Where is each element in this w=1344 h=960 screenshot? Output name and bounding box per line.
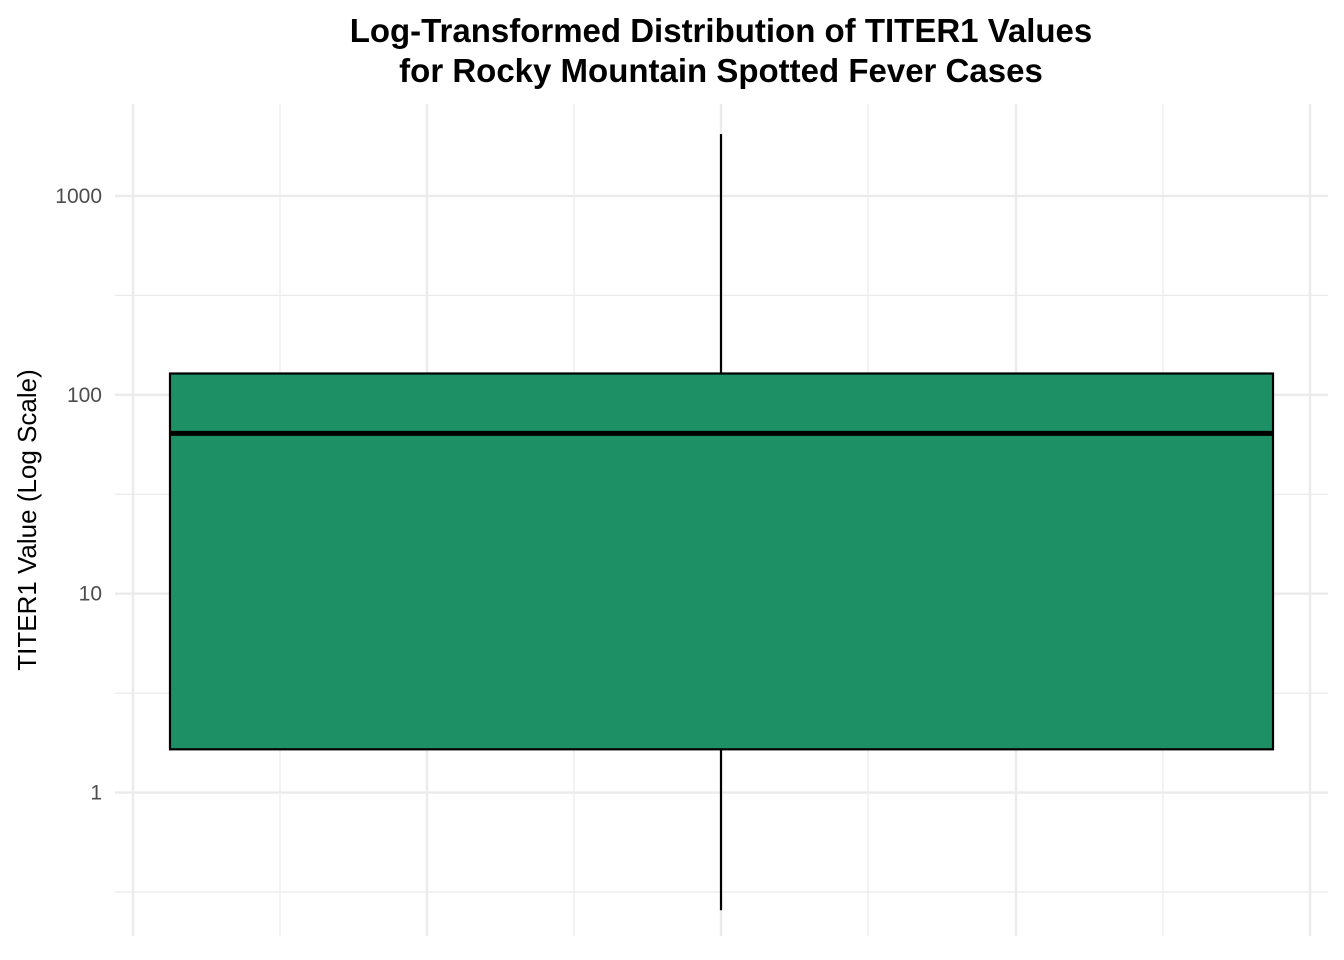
y-tick-label: 1000 <box>55 185 102 208</box>
chart-title-line-1: Log-Transformed Distribution of TITER1 V… <box>350 12 1093 49</box>
y-tick-label: 100 <box>67 384 102 407</box>
chart-title-line-2: for Rocky Mountain Spotted Fever Cases <box>399 52 1043 89</box>
box-layer <box>168 134 1275 911</box>
y-axis-title: TITER1 Value (Log Scale) <box>12 369 42 671</box>
y-tick-labels: 1 10 100 1000 <box>55 185 102 805</box>
interquartile-box <box>168 372 1275 751</box>
y-tick-label: 1 <box>90 782 102 805</box>
y-tick-label: 10 <box>79 583 102 606</box>
